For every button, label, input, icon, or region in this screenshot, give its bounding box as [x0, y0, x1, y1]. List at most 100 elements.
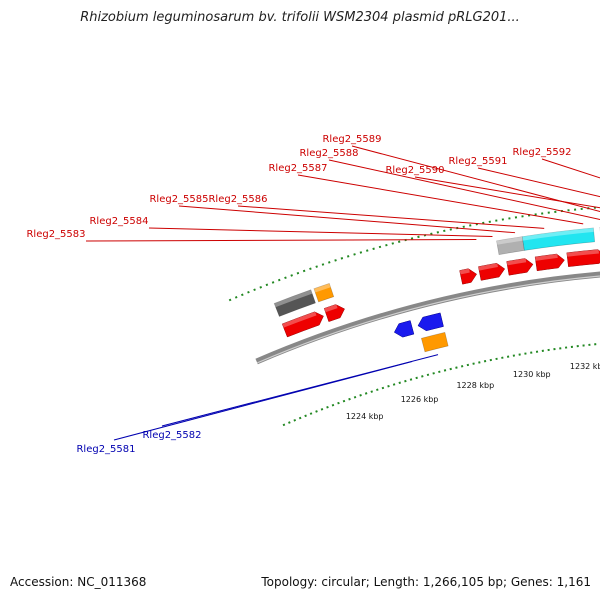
- forward-label-leader: [297, 174, 584, 225]
- axis-tick-label: 1230 kbp: [513, 370, 551, 379]
- forward-label-leader: [237, 205, 545, 229]
- outer-tick: [228, 298, 232, 302]
- outer-tick: [259, 285, 263, 289]
- map-title: Rhizobium leguminosarum bv. trifolii WSM…: [80, 10, 520, 25]
- feature-block-shine: [496, 236, 523, 245]
- inner-tick: [342, 399, 346, 403]
- outer-tick: [265, 283, 269, 287]
- forward-label-leader: [178, 205, 516, 234]
- inner-tick: [364, 392, 368, 395]
- outer-tick: [309, 267, 312, 271]
- outer-tick: [346, 255, 350, 258]
- axis-tick-label: 1228 kbp: [456, 381, 494, 390]
- forward-gene-shine: [478, 263, 498, 271]
- outer-tick: [315, 265, 318, 268]
- inner-tick: [376, 388, 379, 392]
- inner-tick-track: [282, 343, 597, 427]
- forward-label-leader: [477, 167, 600, 198]
- forward-gene-arrow: [323, 304, 345, 322]
- forward-gene-shine: [459, 268, 470, 275]
- reverse-gene-label: Rleg2_5582: [142, 430, 201, 441]
- feature-block: [496, 236, 525, 256]
- inner-tick: [348, 397, 351, 401]
- inner-tick: [315, 410, 318, 413]
- outer-tick: [340, 257, 344, 260]
- inner-tick: [293, 418, 297, 422]
- forward-gene-shine: [282, 311, 317, 328]
- forward-gene-label: Rleg2_5588: [299, 148, 358, 159]
- axis-labels: 1224 kbp 1226 kbp 1228 kbp 1230 kbp 1232 kbp…: [346, 362, 600, 421]
- outer-tick: [277, 278, 281, 282]
- backbone-highlight: [256, 275, 600, 364]
- forward-gene-label: Rleg2_5592: [512, 147, 571, 158]
- inner-tick: [404, 379, 407, 383]
- forward-gene-label: Rleg2_5583: [26, 229, 85, 240]
- forward-gene-track: [281, 249, 600, 338]
- inner-tick: [282, 423, 286, 427]
- accession-text: Accession: NC_011368: [10, 575, 147, 589]
- inner-tick: [353, 395, 357, 399]
- inner-tick: [421, 375, 424, 378]
- inner-tick: [320, 408, 324, 411]
- forward-gene-arrow: [534, 253, 565, 272]
- inner-tick: [432, 372, 435, 375]
- axis-tick-label: 1224 kbp: [346, 412, 384, 421]
- inner-tick: [288, 421, 291, 424]
- forward-label-leader: [85, 239, 477, 242]
- forward-gene-shine: [506, 258, 527, 266]
- outer-tick: [334, 259, 337, 262]
- forward-gene-label: Rleg2_5584: [89, 216, 148, 227]
- inner-tick: [326, 405, 329, 409]
- feature-block-shine: [274, 289, 313, 308]
- outer-tick: [234, 296, 238, 299]
- feature-block-shine: [313, 283, 331, 293]
- inner-tick: [331, 403, 335, 407]
- outer-tick: [353, 253, 356, 256]
- inner-tick: [409, 378, 413, 381]
- outer-tick: [253, 288, 256, 292]
- forward-gene-shine: [566, 249, 599, 257]
- outer-tick: [247, 290, 250, 294]
- outer-tick: [321, 263, 325, 266]
- outer-tick: [372, 247, 375, 250]
- outer-tick: [385, 243, 388, 247]
- forward-gene-shine: [535, 253, 558, 261]
- outer-tick: [327, 261, 331, 264]
- inner-tick: [426, 373, 430, 377]
- reverse-gene-arrow: [393, 320, 415, 338]
- forward-gene-label: Rleg2_5590: [385, 165, 444, 176]
- forward-gene-label: Rleg2_5585: [149, 194, 208, 205]
- outer-tick: [397, 240, 401, 243]
- inner-tick: [298, 416, 302, 420]
- inner-tick: [304, 414, 307, 418]
- forward-gene-arrow: [459, 268, 477, 285]
- inner-tick: [359, 394, 362, 397]
- outer-tick: [290, 274, 293, 277]
- inner-tick: [387, 384, 390, 388]
- outer-tick: [284, 276, 287, 280]
- inner-tick: [381, 386, 385, 390]
- feature-block-shine: [522, 227, 594, 241]
- outer-tick: [359, 251, 363, 254]
- outer-tick: [241, 293, 244, 297]
- forward-label-leader: [541, 158, 600, 179]
- reverse-feature-track: [420, 331, 449, 353]
- backbone: [255, 271, 600, 365]
- reverse-gene-arrow: [417, 312, 444, 332]
- feature-block: [313, 283, 335, 303]
- axis-tick-label: 1226 kbp: [401, 395, 439, 404]
- forward-gene-arrow: [478, 262, 506, 281]
- inner-tick: [398, 381, 401, 385]
- outer-tick: [366, 249, 369, 252]
- outer-tick: [296, 271, 300, 275]
- reverse-gene-label: Rleg2_5581: [76, 444, 135, 455]
- feature-block: [273, 289, 316, 317]
- outer-tick: [378, 245, 382, 249]
- outer-tick: [271, 281, 275, 284]
- forward-gene-arrow: [506, 258, 534, 276]
- forward-gene-label: Rleg2_5589: [322, 134, 381, 145]
- inner-tick: [392, 383, 396, 386]
- reverse-label-leader: [161, 354, 439, 427]
